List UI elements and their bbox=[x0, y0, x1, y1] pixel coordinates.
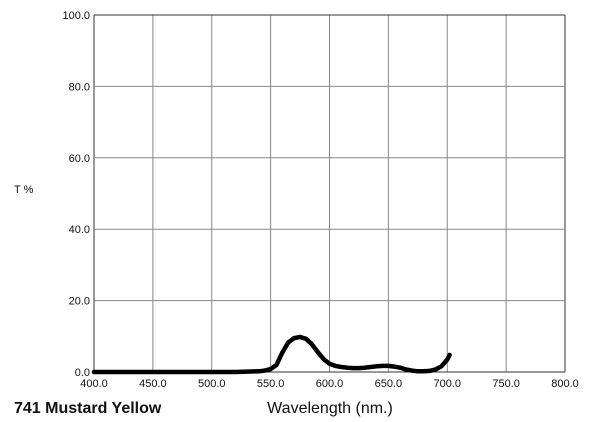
y-tick-label: 80.0 bbox=[69, 81, 90, 93]
y-tick-label: 20.0 bbox=[69, 296, 90, 308]
x-axis-label: Wavelength (nm.) bbox=[267, 400, 393, 417]
x-tick-label: 450.0 bbox=[139, 378, 167, 390]
plot-area bbox=[91, 334, 452, 375]
grid bbox=[93, 14, 566, 373]
x-tick-label: 750.0 bbox=[492, 378, 520, 390]
x-tick-label: 650.0 bbox=[375, 378, 403, 390]
x-tick-label: 500.0 bbox=[198, 378, 226, 390]
y-axis-ticks: 0.0 20.0 40.0 60.0 80.0 100.0 bbox=[62, 10, 90, 379]
chart-title: 741 Mustard Yellow bbox=[14, 400, 162, 417]
y-tick-label: 60.0 bbox=[69, 153, 90, 165]
x-tick-label: 400.0 bbox=[80, 378, 108, 390]
y-tick-label: 40.0 bbox=[69, 224, 90, 236]
x-tick-label: 800.0 bbox=[551, 378, 579, 390]
series-line bbox=[91, 334, 452, 375]
y-tick-label: 0.0 bbox=[75, 367, 90, 379]
x-tick-label: 550.0 bbox=[257, 378, 285, 390]
y-tick-label: 100.0 bbox=[62, 10, 90, 22]
x-tick-label: 600.0 bbox=[316, 378, 344, 390]
y-axis-label: T % bbox=[14, 184, 34, 196]
x-axis-ticks: 400.0 450.0 500.0 550.0 600.0 650.0 700.0 750.0… bbox=[80, 378, 579, 390]
x-tick-label: 700.0 bbox=[433, 378, 461, 390]
